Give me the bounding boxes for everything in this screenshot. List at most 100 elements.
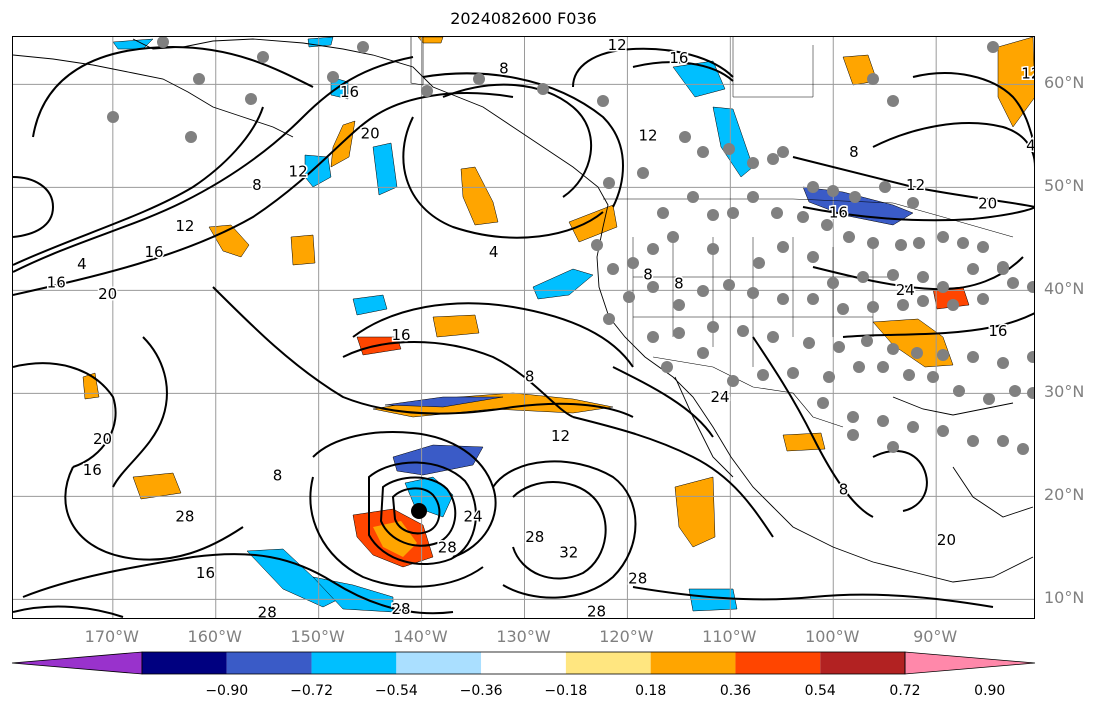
contour bbox=[752, 336, 874, 518]
contour-label: 12 bbox=[289, 162, 308, 180]
station-marker bbox=[107, 111, 119, 123]
station-marker bbox=[723, 143, 735, 155]
colorbar-tick-label: 0.72 bbox=[889, 683, 921, 699]
station-marker bbox=[903, 369, 915, 381]
station-marker bbox=[357, 41, 369, 53]
station-marker bbox=[913, 237, 925, 249]
station-marker bbox=[937, 231, 949, 243]
station-marker bbox=[193, 73, 205, 85]
colorbar-tick-label: 0.36 bbox=[719, 683, 752, 699]
contour bbox=[13, 176, 55, 238]
station-marker bbox=[953, 385, 965, 397]
station-marker bbox=[673, 299, 685, 311]
station-marker bbox=[847, 411, 859, 423]
colorbar-segment bbox=[396, 652, 482, 674]
station-marker bbox=[185, 131, 197, 143]
shade-region bbox=[568, 204, 618, 243]
contour-label: 4 bbox=[489, 243, 499, 261]
station-marker bbox=[771, 207, 783, 219]
shade-region bbox=[674, 476, 716, 548]
coastline bbox=[674, 376, 734, 478]
cyclone-center bbox=[411, 503, 427, 519]
contour-label: 8 bbox=[273, 466, 283, 484]
contour bbox=[872, 450, 928, 512]
contour bbox=[632, 586, 994, 608]
station-marker bbox=[849, 191, 861, 203]
station-marker bbox=[877, 361, 889, 373]
station-marker bbox=[767, 331, 779, 343]
colorbar-tick-label: −0.18 bbox=[544, 683, 588, 699]
contour-label: 24 bbox=[710, 388, 729, 406]
contour bbox=[792, 156, 1034, 208]
contour bbox=[872, 122, 1034, 168]
contour-label: 16 bbox=[391, 326, 410, 344]
station-marker bbox=[817, 397, 829, 409]
station-marker bbox=[747, 191, 759, 203]
latitude-label: 30°N bbox=[1044, 382, 1085, 402]
station-marker bbox=[827, 277, 839, 289]
station-marker bbox=[803, 337, 815, 349]
station-marker bbox=[827, 185, 839, 197]
colorbar bbox=[11, 651, 1036, 675]
contour-label: 28 bbox=[438, 538, 457, 556]
station-marker bbox=[937, 281, 949, 293]
contour bbox=[422, 72, 624, 208]
shade-region bbox=[304, 154, 332, 188]
station-marker bbox=[983, 393, 995, 405]
contour-label: 16 bbox=[144, 243, 163, 261]
contour bbox=[912, 72, 1034, 148]
contour-label: 28 bbox=[587, 602, 606, 619]
contour-label: 20 bbox=[98, 285, 117, 303]
station-marker bbox=[821, 219, 833, 231]
station-marker bbox=[257, 51, 269, 63]
latitude-label: 10°N bbox=[1044, 588, 1085, 608]
shade-region bbox=[246, 548, 344, 608]
station-marker bbox=[597, 95, 609, 107]
station-marker bbox=[753, 257, 765, 269]
station-marker bbox=[879, 181, 891, 193]
station-marker bbox=[747, 157, 759, 169]
station-marker bbox=[679, 131, 691, 143]
colorbar-tick-label: 0.18 bbox=[635, 683, 667, 699]
colorbar-segment bbox=[226, 652, 312, 674]
contour-label: 12 bbox=[551, 427, 570, 445]
station-marker bbox=[647, 281, 659, 293]
contour-label: 28 bbox=[628, 569, 647, 587]
contour bbox=[391, 487, 441, 535]
station-marker bbox=[687, 191, 699, 203]
station-marker bbox=[967, 435, 979, 447]
station-marker bbox=[647, 331, 659, 343]
station-marker bbox=[853, 361, 865, 373]
contour bbox=[342, 341, 574, 418]
colorbar-extend-min bbox=[11, 651, 143, 675]
colorbar-tick-label: −0.54 bbox=[374, 683, 418, 699]
station-marker bbox=[843, 231, 855, 243]
coastline bbox=[892, 396, 1014, 416]
contour bbox=[492, 460, 637, 599]
colorbar-frame bbox=[141, 651, 906, 675]
border bbox=[632, 237, 874, 367]
station-marker bbox=[777, 146, 789, 158]
longitude-label: 140°W bbox=[393, 627, 448, 646]
latitude-label: 40°N bbox=[1044, 279, 1085, 299]
contour-label: 20 bbox=[361, 124, 380, 142]
station-marker bbox=[895, 239, 907, 251]
station-marker bbox=[807, 293, 819, 305]
station-marker bbox=[917, 295, 929, 307]
contour-label: 16 bbox=[47, 274, 66, 292]
station-marker bbox=[747, 287, 759, 299]
station-marker bbox=[727, 207, 739, 219]
colorbar-tick-label: 0.90 bbox=[974, 683, 1006, 699]
station-marker bbox=[537, 83, 549, 95]
contour-label: 12 bbox=[906, 176, 925, 194]
contour bbox=[13, 362, 117, 468]
contour bbox=[402, 116, 604, 239]
shade-region bbox=[330, 120, 356, 168]
station-marker bbox=[997, 263, 1009, 275]
shade-region bbox=[532, 268, 594, 300]
station-marker bbox=[867, 73, 879, 85]
station-marker bbox=[723, 279, 735, 291]
longitude-label: 110°W bbox=[702, 627, 757, 646]
contour-label: 28 bbox=[525, 528, 544, 546]
contour-label: 16 bbox=[196, 564, 215, 582]
